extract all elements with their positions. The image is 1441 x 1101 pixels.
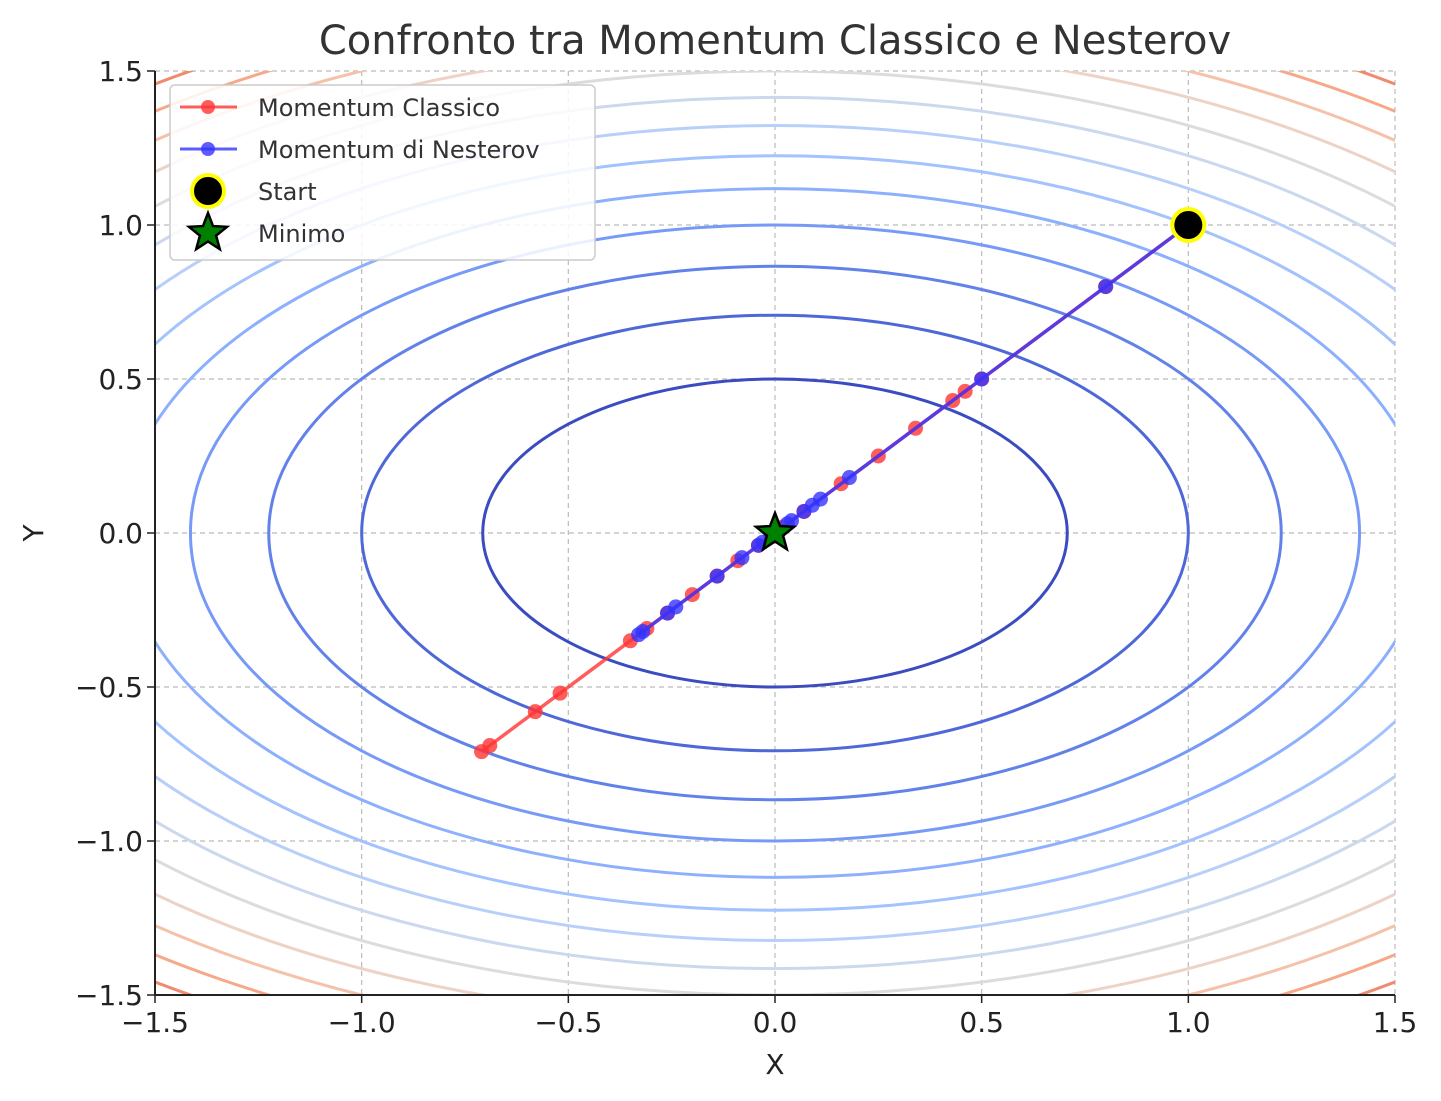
y-axis-label: Y	[17, 524, 50, 543]
x-tick-label: −0.5	[534, 1006, 602, 1039]
legend-marker-minimo	[185, 209, 231, 253]
x-ticks: −1.5 −1.0 −0.5 0.0 0.5 1.0 1.5	[121, 995, 1417, 1039]
y-tick-label: 0.5	[98, 363, 143, 396]
contour-line	[155, 187, 1395, 879]
y-ticks: −1.5 −1.0 −0.5 0.0 0.5 1.0 1.5	[75, 55, 155, 1012]
contour-line	[155, 124, 1395, 942]
series-point-momentum-nesterov	[1098, 279, 1114, 295]
legend-marker-momentum-classico	[201, 100, 215, 114]
x-tick-label: −1.0	[328, 1006, 396, 1039]
contour-line	[155, 154, 1395, 912]
legend-label-start: Start	[258, 178, 317, 206]
series-point-momentum-classico	[527, 704, 543, 720]
y-tick-label: −0.5	[75, 671, 143, 704]
contour-line	[267, 264, 1283, 802]
x-tick-label: 1.0	[1166, 1006, 1211, 1039]
y-tick-label: −1.0	[75, 825, 143, 858]
series-point-momentum-nesterov	[841, 470, 857, 486]
series-point-momentum-nesterov	[974, 371, 990, 387]
y-tick-label: −1.5	[75, 979, 143, 1012]
legend-box	[169, 84, 596, 261]
x-axis-label: X	[765, 1048, 784, 1081]
series-point-momentum-nesterov	[734, 550, 750, 566]
chart-title: Confronto tra Momentum Classico e Nester…	[319, 18, 1231, 64]
contour-line	[481, 377, 1069, 689]
x-tick-label: −1.5	[121, 1006, 189, 1039]
marker-minimo	[752, 509, 798, 553]
legend-marker-start	[190, 173, 226, 209]
marker-start	[1170, 207, 1207, 243]
y-tick-label: 0.0	[98, 517, 143, 550]
legend-label-momentum-nesterov: Momentum di Nesterov	[258, 136, 540, 164]
series-point-momentum-nesterov	[796, 503, 812, 519]
contour-line	[155, 96, 1395, 970]
contour-line	[360, 313, 1190, 753]
series-point-momentum-nesterov	[660, 605, 676, 621]
series-point-momentum-classico	[474, 744, 490, 760]
markers-layer	[752, 207, 1207, 553]
legend-label-momentum-classico: Momentum Classico	[258, 94, 500, 122]
legend-label-minimo: Minimo	[258, 220, 345, 248]
y-tick-label: 1.5	[98, 55, 143, 88]
series-point-momentum-nesterov	[709, 568, 725, 584]
y-tick-label: 1.0	[98, 209, 143, 242]
x-tick-label: 1.5	[1373, 1006, 1418, 1039]
x-tick-label: 0.5	[959, 1006, 1004, 1039]
series-point-momentum-nesterov	[631, 627, 647, 643]
legend: Momentum Classico Momentum di Nesterov S…	[169, 84, 596, 261]
legend-marker-momentum-nesterov	[201, 142, 215, 156]
contour-line	[188, 223, 1362, 843]
series-point-momentum-classico	[552, 685, 568, 701]
x-tick-label: 0.0	[753, 1006, 798, 1039]
